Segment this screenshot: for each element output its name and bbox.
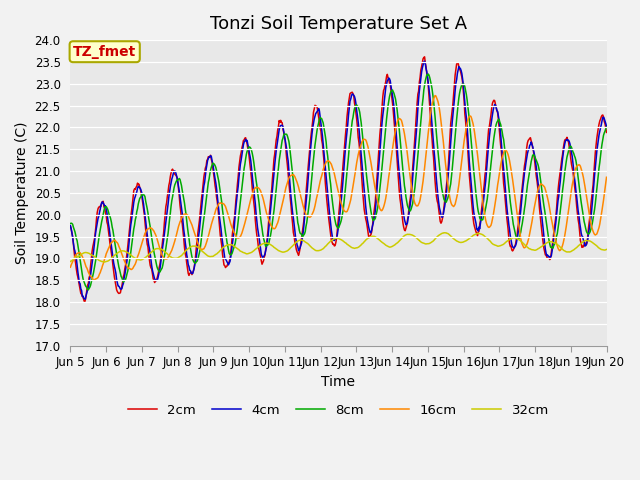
32cm xyxy=(404,231,412,237)
8cm xyxy=(424,71,432,77)
8cm xyxy=(67,221,74,227)
4cm xyxy=(404,215,412,221)
X-axis label: Time: Time xyxy=(321,375,355,389)
2cm xyxy=(76,287,84,293)
32cm xyxy=(67,259,74,264)
2cm xyxy=(67,223,74,229)
8cm xyxy=(215,179,223,184)
16cm xyxy=(420,172,428,178)
Legend: 2cm, 4cm, 8cm, 16cm, 32cm: 2cm, 4cm, 8cm, 16cm, 32cm xyxy=(122,398,554,422)
2cm xyxy=(215,215,223,221)
16cm xyxy=(132,259,140,265)
4cm xyxy=(215,208,223,214)
2cm xyxy=(420,54,428,60)
4cm xyxy=(81,296,89,302)
32cm xyxy=(187,244,195,250)
Line: 4cm: 4cm xyxy=(70,61,607,299)
4cm xyxy=(420,59,428,65)
16cm xyxy=(187,219,195,225)
8cm xyxy=(84,287,92,293)
2cm xyxy=(187,270,195,276)
8cm xyxy=(420,87,428,93)
4cm xyxy=(420,58,428,64)
Title: Tonzi Soil Temperature Set A: Tonzi Soil Temperature Set A xyxy=(210,15,467,33)
32cm xyxy=(132,256,140,262)
Text: TZ_fmet: TZ_fmet xyxy=(73,45,136,59)
16cm xyxy=(431,93,439,98)
Line: 2cm: 2cm xyxy=(70,57,607,302)
32cm xyxy=(441,230,449,236)
8cm xyxy=(187,246,195,252)
32cm xyxy=(420,240,428,246)
16cm xyxy=(215,201,223,206)
16cm xyxy=(90,277,97,283)
4cm xyxy=(187,268,195,274)
16cm xyxy=(404,157,412,163)
4cm xyxy=(76,281,84,287)
Line: 8cm: 8cm xyxy=(70,74,607,290)
16cm xyxy=(67,264,74,270)
8cm xyxy=(603,124,611,130)
2cm xyxy=(404,214,412,219)
32cm xyxy=(215,249,223,255)
Line: 16cm: 16cm xyxy=(70,96,607,280)
32cm xyxy=(76,252,84,258)
2cm xyxy=(132,184,140,190)
4cm xyxy=(67,223,74,228)
8cm xyxy=(76,257,84,263)
16cm xyxy=(76,250,84,255)
Y-axis label: Soil Temperature (C): Soil Temperature (C) xyxy=(15,122,29,264)
32cm xyxy=(603,247,611,252)
4cm xyxy=(132,191,140,197)
16cm xyxy=(603,174,611,180)
8cm xyxy=(404,205,412,211)
2cm xyxy=(81,299,88,305)
2cm xyxy=(420,55,428,60)
4cm xyxy=(603,123,611,129)
8cm xyxy=(132,214,140,220)
Line: 32cm: 32cm xyxy=(70,233,607,262)
2cm xyxy=(603,130,611,135)
32cm xyxy=(100,259,108,265)
